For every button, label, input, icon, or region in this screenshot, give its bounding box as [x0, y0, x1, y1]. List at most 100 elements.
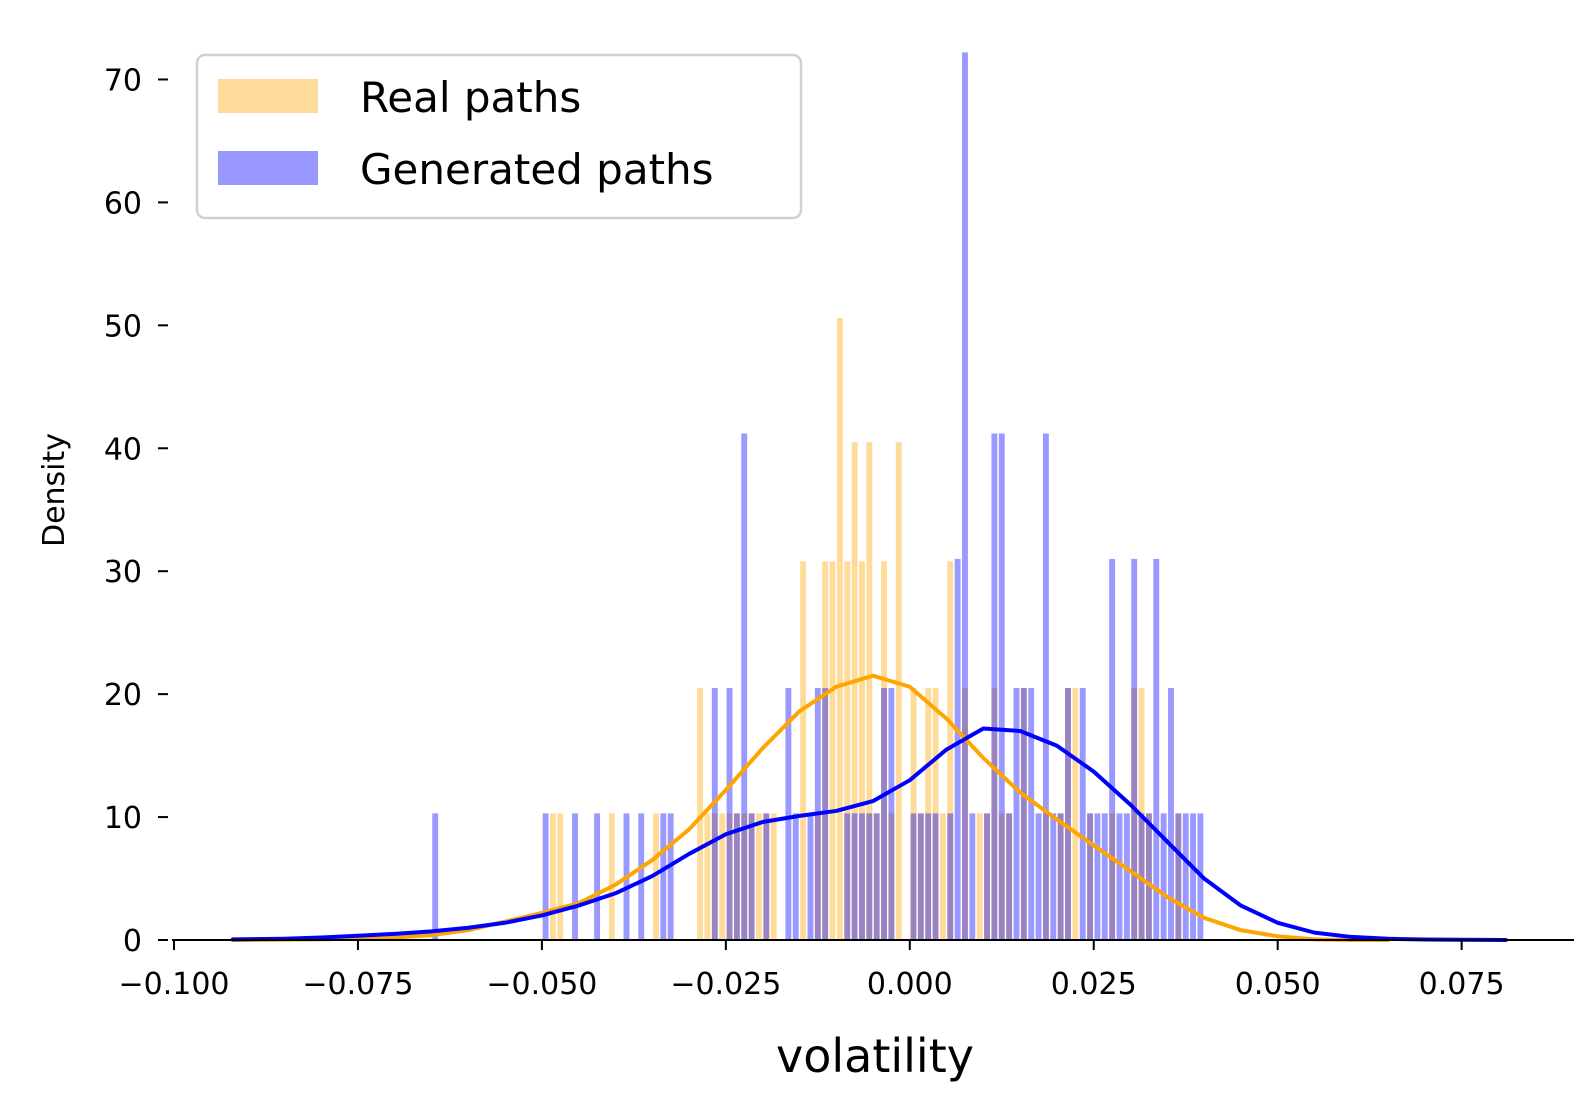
y-tick-label: 0 — [123, 924, 142, 959]
bar-series-1-10 — [733, 813, 740, 940]
bar-series-0-25 — [881, 561, 887, 940]
bar-series-0-29 — [917, 813, 924, 940]
bar-series-1-23 — [873, 813, 880, 940]
bar-series-1-53 — [1131, 558, 1138, 940]
bar-series-1-11 — [741, 433, 748, 940]
bar-series-0-3 — [653, 813, 659, 940]
y-tick-label: 30 — [104, 555, 142, 590]
bar-series-0-8 — [726, 813, 733, 940]
bar-series-1-47 — [1087, 813, 1093, 940]
x-tick-label: 0.075 — [1419, 967, 1505, 1002]
bar-series-0-16 — [814, 813, 821, 940]
bar-series-0-33 — [947, 561, 954, 940]
x-tick-label: 0.000 — [867, 967, 953, 1002]
bar-series-1-43 — [1050, 813, 1057, 940]
bar-series-1-37 — [1006, 813, 1013, 940]
bar-series-1-0 — [432, 813, 439, 940]
bar-series-0-46 — [1109, 813, 1116, 940]
x-axis-title: volatility — [776, 1029, 974, 1083]
bar-series-0-36 — [984, 813, 990, 940]
bar-series-0-22 — [859, 561, 865, 940]
bar-series-0-50 — [1175, 813, 1182, 940]
bar-series-0-35 — [976, 813, 983, 940]
bar-series-0-43 — [1065, 687, 1071, 940]
bar-series-1-28 — [925, 813, 932, 940]
x-tick-label: −0.050 — [486, 967, 597, 1002]
bar-series-1-30 — [947, 813, 954, 940]
bar-series-1-25 — [888, 687, 895, 940]
bar-series-0-37 — [991, 687, 998, 940]
bar-series-0-1 — [557, 813, 564, 940]
bar-series-0-18 — [829, 561, 836, 940]
series-0-bars — [549, 317, 1182, 941]
bar-series-1-34 — [984, 813, 990, 940]
bar-series-1-60 — [1182, 813, 1189, 940]
bar-series-1-35 — [991, 433, 998, 940]
bar-series-1-24 — [881, 687, 887, 940]
bar-series-0-21 — [851, 442, 858, 940]
bar-series-1-9 — [726, 687, 733, 940]
x-tick-label: −0.025 — [670, 967, 781, 1002]
legend-frame — [195, 53, 803, 220]
bar-series-1-13 — [763, 813, 770, 940]
bar-series-0-7 — [719, 813, 726, 940]
bar-series-1-42 — [1042, 433, 1049, 940]
bar-series-0-0 — [549, 813, 556, 940]
bar-series-1-45 — [1065, 687, 1071, 940]
bar-series-1-59 — [1175, 813, 1182, 940]
bar-series-0-23 — [866, 442, 873, 940]
bar-series-1-15 — [792, 813, 799, 940]
bar-series-0-5 — [704, 813, 711, 940]
bar-series-1-41 — [1035, 813, 1042, 940]
bar-series-0-49 — [1145, 813, 1152, 940]
bar-series-0-41 — [1042, 813, 1049, 940]
legend-swatch-generated-paths — [218, 151, 318, 185]
bar-series-1-1 — [542, 813, 549, 940]
bar-series-1-39 — [1020, 687, 1027, 940]
bar-series-1-29 — [932, 813, 939, 940]
bar-series-1-26 — [910, 813, 917, 940]
y-tick-label: 70 — [104, 63, 142, 98]
bar-series-1-19 — [844, 813, 851, 940]
legend-label-real-paths: Real paths — [360, 73, 581, 122]
bar-series-1-7 — [667, 813, 674, 940]
bar-series-1-44 — [1057, 813, 1064, 940]
bar-series-1-51 — [1116, 813, 1123, 940]
bar-series-0-13 — [763, 813, 770, 940]
bar-series-1-58 — [1168, 687, 1174, 940]
y-tick-label: 20 — [104, 678, 142, 713]
bar-series-0-15 — [800, 561, 807, 940]
bar-series-0-4 — [697, 687, 704, 940]
bar-series-0-42 — [1057, 813, 1064, 940]
y-tick-label: 10 — [104, 801, 142, 836]
bar-series-0-9 — [733, 813, 740, 940]
bar-series-1-46 — [1079, 687, 1086, 940]
x-tick-label: 0.025 — [1051, 967, 1137, 1002]
bar-series-1-48 — [1094, 813, 1101, 940]
kde-line-series-3 — [230, 726, 1508, 942]
bar-series-0-39 — [1006, 813, 1013, 940]
bar-series-1-22 — [866, 813, 873, 940]
x-tick-label: 0.050 — [1235, 967, 1321, 1002]
bar-series-1-21 — [859, 813, 865, 940]
bar-series-1-6 — [660, 813, 667, 940]
bar-series-0-38 — [998, 813, 1005, 940]
bar-series-0-24 — [873, 813, 880, 940]
bar-series-1-36 — [998, 433, 1005, 940]
bar-series-1-50 — [1109, 558, 1116, 940]
y-tick-label: 60 — [104, 186, 142, 221]
legend-swatch-real-paths — [218, 79, 318, 113]
bar-series-1-57 — [1160, 813, 1167, 940]
y-ticks: 0 10 20 30 40 50 60 70 — [104, 63, 168, 959]
bar-series-0-30 — [925, 687, 932, 940]
bar-series-1-14 — [785, 687, 792, 940]
bar-series-1-61 — [1190, 813, 1197, 940]
bar-series-1-56 — [1153, 558, 1160, 940]
bar-series-0-34 — [962, 687, 968, 940]
bar-series-1-5 — [638, 813, 645, 940]
bar-series-1-16 — [807, 813, 814, 940]
bar-series-1-20 — [851, 813, 858, 940]
bar-series-1-40 — [1028, 687, 1035, 940]
bar-series-0-14 — [770, 813, 777, 940]
